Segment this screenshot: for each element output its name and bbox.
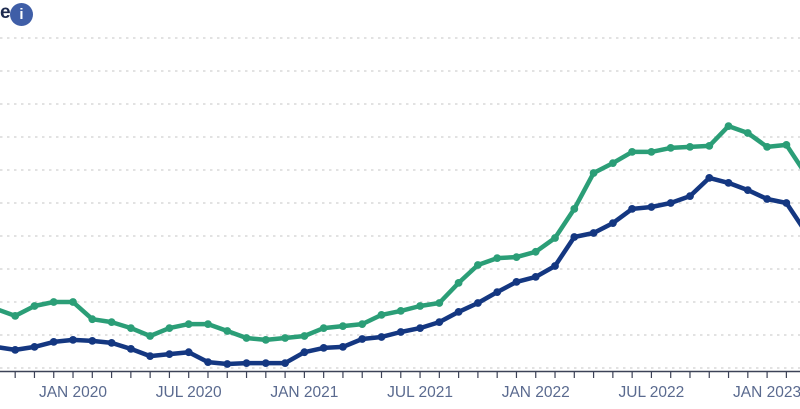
series-navy-point xyxy=(11,346,20,354)
series-navy-point xyxy=(666,199,675,207)
x-axis-label: JAN 2020 xyxy=(39,384,107,401)
series-green-point xyxy=(377,311,386,319)
series-green-point xyxy=(396,307,405,315)
series-navy-point xyxy=(300,348,309,357)
series-green-point xyxy=(30,302,39,310)
x-axis-label: JUL 2022 xyxy=(619,384,685,401)
series-green-point xyxy=(763,143,771,151)
series-navy-point xyxy=(107,339,116,347)
series-green-point xyxy=(628,148,636,156)
series-navy-point xyxy=(242,359,251,367)
series-navy-point xyxy=(204,358,212,366)
series-green-point xyxy=(126,324,135,332)
series-navy-point xyxy=(609,219,617,228)
series-green-point xyxy=(705,142,714,150)
series-green-point xyxy=(609,159,617,168)
series-navy-point xyxy=(551,262,559,270)
series-green-point xyxy=(589,169,598,177)
series-green-point xyxy=(531,247,540,256)
series-navy-point xyxy=(454,308,463,316)
series-navy-point xyxy=(705,174,714,182)
series-navy-point xyxy=(570,233,579,241)
series-green-point xyxy=(493,254,502,262)
series-navy-point xyxy=(223,360,232,368)
series-green-point xyxy=(146,332,155,340)
series-navy-point xyxy=(782,199,791,207)
series-green-point xyxy=(512,253,521,261)
series-navy-point xyxy=(416,324,424,332)
series-navy-point xyxy=(763,195,771,203)
series-green-point xyxy=(165,324,174,332)
series-green-point xyxy=(743,129,752,137)
series-green-point xyxy=(339,322,347,330)
x-axis-label: JUL 2021 xyxy=(387,384,453,401)
series-green-point xyxy=(11,312,20,320)
series-green-point xyxy=(724,122,733,130)
series-navy-point xyxy=(126,345,135,353)
series-green-point xyxy=(223,327,232,335)
series-navy-point xyxy=(474,299,482,307)
series-green-point xyxy=(88,315,97,324)
series-navy-point xyxy=(339,343,347,351)
series-navy-point xyxy=(724,179,733,187)
series-navy-point xyxy=(647,203,656,211)
series-navy-point xyxy=(396,328,405,336)
series-navy-point xyxy=(435,318,444,326)
series-navy-point xyxy=(531,273,540,281)
x-axis-label: JAN 2023 xyxy=(733,384,800,401)
series-green-point xyxy=(474,261,482,269)
series-navy-point xyxy=(743,186,752,195)
series-green-point xyxy=(204,320,212,328)
series-navy-point xyxy=(30,343,39,351)
series-green-point xyxy=(416,302,424,310)
series-green-point xyxy=(551,234,559,242)
series-green-point xyxy=(300,332,309,340)
series-navy-point xyxy=(319,344,328,352)
chart-title-fragment: e xyxy=(0,2,11,23)
series-green-point xyxy=(281,334,289,342)
series-navy-point xyxy=(49,338,58,346)
series-navy-point xyxy=(493,288,502,296)
series-navy-point xyxy=(88,337,97,345)
series-navy-point xyxy=(589,229,598,237)
series-navy-point xyxy=(69,336,77,344)
series-navy-point xyxy=(686,192,694,201)
series-navy-point xyxy=(281,359,289,367)
series-navy-point xyxy=(377,333,386,341)
x-axis-label: JUL 2020 xyxy=(156,384,222,401)
series-green-point xyxy=(782,141,791,149)
series-green-point xyxy=(184,320,193,328)
series-navy-point xyxy=(358,335,367,343)
series-green-point xyxy=(454,279,463,287)
series-navy-point xyxy=(146,352,155,360)
series-green-point xyxy=(435,299,444,307)
series-green-point xyxy=(358,320,367,328)
series-green-point xyxy=(49,298,58,306)
series-navy-point xyxy=(261,359,270,367)
series-green-point xyxy=(686,143,694,151)
series-green-point xyxy=(261,336,270,344)
series-navy-point xyxy=(512,278,521,286)
series-navy-point xyxy=(184,348,193,357)
series-green-point xyxy=(319,324,328,332)
series-navy-point xyxy=(628,205,636,213)
series-green-point xyxy=(666,144,675,152)
series-green-point xyxy=(647,148,656,156)
x-axis-label: JAN 2021 xyxy=(270,384,338,401)
x-axis-label: JAN 2022 xyxy=(502,384,570,401)
series-navy-point xyxy=(165,350,174,358)
info-icon[interactable]: i xyxy=(10,3,33,26)
series-green-point xyxy=(570,205,579,213)
series-navy-line xyxy=(0,175,800,367)
series-green-point xyxy=(69,298,77,306)
series-green-point xyxy=(242,334,251,342)
series-green-point xyxy=(107,318,116,326)
